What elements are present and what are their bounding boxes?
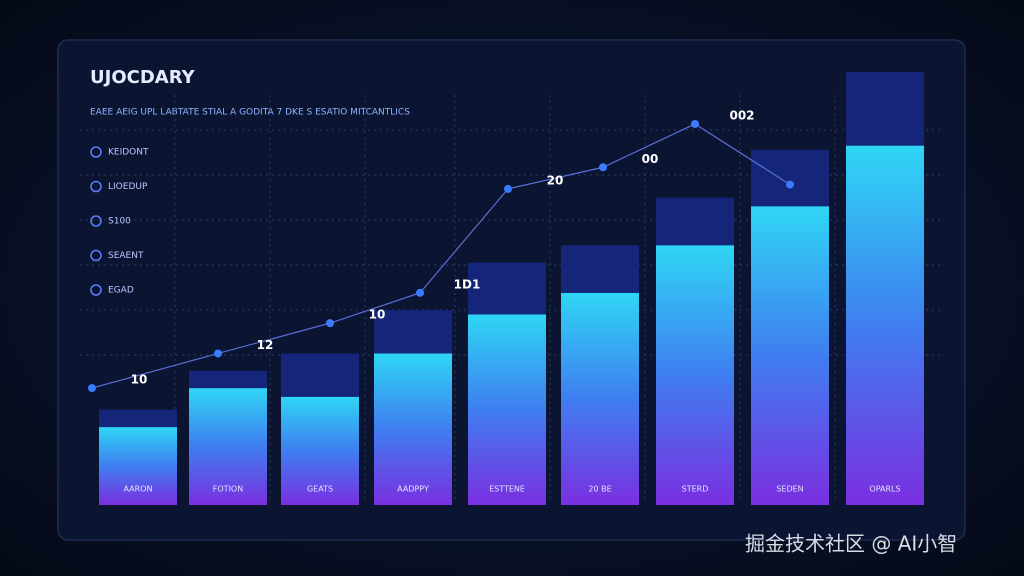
bar-top-segment bbox=[189, 370, 267, 389]
bar-top-segment bbox=[561, 245, 639, 293]
x-tick-label: AADPPY bbox=[397, 485, 429, 494]
bar-top-segment bbox=[751, 149, 829, 207]
legend-icon bbox=[90, 180, 102, 193]
annotation: 1D1 bbox=[454, 277, 481, 291]
bar-segment bbox=[846, 145, 924, 506]
annotation: 002 bbox=[729, 108, 754, 122]
legend-icon bbox=[90, 215, 102, 227]
subtitle: EAEE AEIG UPL LABTATE STIAL A GODITA 7 D… bbox=[90, 108, 410, 118]
bar-top-segment bbox=[656, 197, 734, 246]
legend-icon bbox=[90, 284, 102, 296]
trend-line bbox=[91, 123, 791, 389]
watermark: 掘金技术社区 @ AI小智 bbox=[745, 532, 957, 556]
trend-point bbox=[504, 184, 512, 193]
legend-label: SEAENT bbox=[108, 251, 144, 261]
bar-segment bbox=[656, 245, 734, 505]
x-tick-label: STERD bbox=[682, 485, 709, 494]
legend-label: S100 bbox=[108, 217, 131, 227]
legend-label: EGAD bbox=[108, 286, 134, 296]
bar-segment bbox=[751, 206, 829, 506]
x-tick-label: AARON bbox=[123, 485, 152, 494]
bar-top-segment bbox=[281, 353, 359, 397]
legend-icon bbox=[90, 146, 102, 158]
legend-label: LIOEDUP bbox=[108, 182, 148, 192]
annotation: 00 bbox=[642, 152, 659, 166]
bar-top-segment bbox=[99, 409, 177, 428]
bar-segment bbox=[99, 427, 177, 505]
trend-point bbox=[786, 180, 794, 189]
x-tick-label: FOTION bbox=[213, 485, 243, 494]
bar-segment bbox=[468, 314, 546, 505]
x-tick-label: OPARLS bbox=[869, 485, 900, 494]
trend-point bbox=[691, 119, 699, 128]
trend-point bbox=[326, 319, 334, 328]
annotation: 20 bbox=[547, 173, 564, 187]
bar-top-segment bbox=[846, 72, 924, 146]
legend-icon bbox=[90, 249, 102, 262]
x-tick-label: SEDEN bbox=[776, 485, 803, 494]
x-tick-label: 20 BE bbox=[588, 485, 611, 494]
annotation: 10 bbox=[131, 373, 148, 387]
trend-point bbox=[416, 288, 424, 297]
trend-point bbox=[214, 349, 222, 358]
bar-top-segment bbox=[468, 262, 546, 315]
bar-top-segment bbox=[374, 310, 452, 354]
bar-segment bbox=[189, 388, 267, 505]
bar-segment bbox=[374, 353, 452, 505]
trend-point bbox=[599, 163, 607, 172]
trend-point bbox=[88, 384, 96, 393]
chart-title: UJOCDARY bbox=[90, 67, 196, 88]
bar-segment bbox=[281, 396, 359, 505]
x-tick-label: GEATS bbox=[307, 485, 333, 494]
annotation: 10 bbox=[369, 308, 386, 322]
annotation: 12 bbox=[257, 338, 274, 352]
legend-label: KEIDONT bbox=[108, 148, 149, 158]
x-tick-label: ESTTENE bbox=[489, 485, 525, 494]
bar-segment bbox=[561, 292, 639, 505]
